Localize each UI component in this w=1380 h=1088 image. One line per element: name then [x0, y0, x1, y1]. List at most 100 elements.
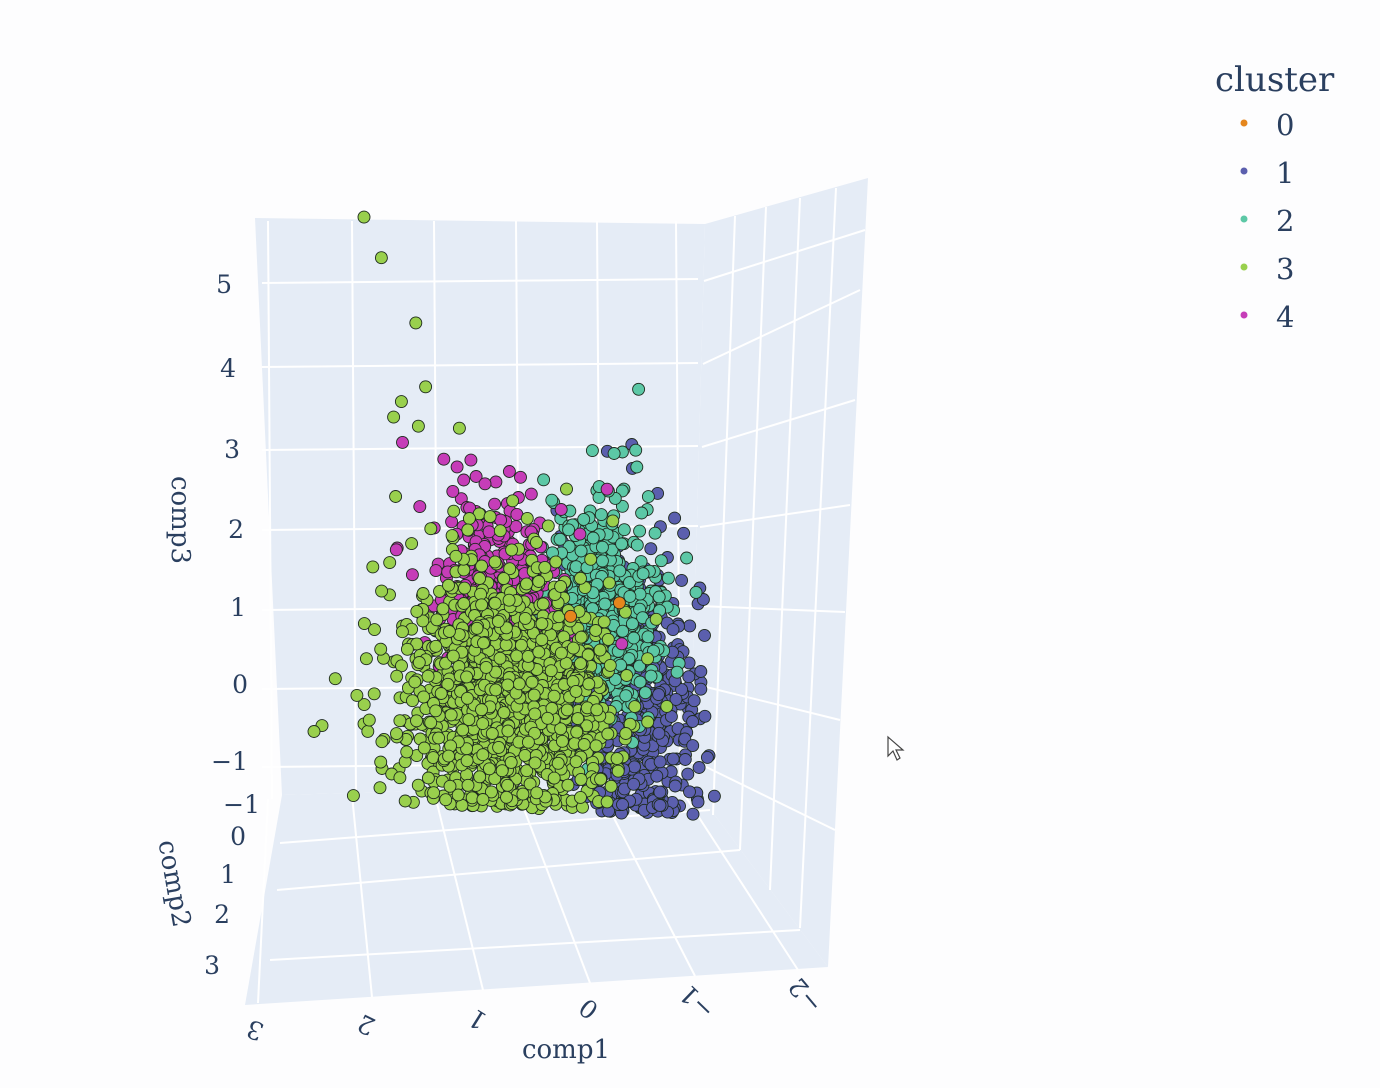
- data-point-cluster-3: [660, 699, 674, 713]
- data-point-cluster-3: [328, 672, 342, 686]
- data-point-cluster-1: [653, 798, 667, 812]
- data-point-cluster-3: [395, 625, 409, 639]
- data-point-cluster-1: [686, 807, 700, 821]
- grid-line: [699, 504, 851, 528]
- legend[interactable]: cluster 0 1 2 3 4: [1215, 60, 1335, 334]
- data-point-cluster-2: [636, 567, 650, 581]
- data-point-cluster-3: [359, 652, 373, 666]
- legend-marker: [1240, 263, 1248, 271]
- data-point-cluster-1: [692, 761, 706, 774]
- data-point-cluster-4: [488, 497, 502, 511]
- data-point-cluster-2: [689, 585, 703, 599]
- data-point-cluster-3: [502, 593, 516, 607]
- data-point-cluster-3: [528, 726, 542, 740]
- tick-label: −1: [674, 979, 721, 1025]
- data-point-cluster-1: [707, 789, 721, 803]
- data-point-cluster-3: [367, 687, 381, 701]
- data-point-cluster-3: [505, 543, 519, 557]
- data-point-cluster-3: [475, 559, 489, 573]
- data-point-cluster-3: [527, 688, 541, 702]
- data-point-cluster-3: [458, 581, 471, 595]
- data-point-cluster-3: [538, 560, 552, 574]
- data-point-cluster-3: [493, 651, 507, 665]
- data-point-cluster-3: [536, 597, 550, 611]
- data-point-cluster-1: [686, 739, 700, 753]
- data-point-cluster-3: [460, 754, 474, 768]
- data-point-cluster-2: [652, 590, 666, 604]
- data-point-cluster-3: [400, 642, 414, 656]
- data-point-cluster-2: [553, 532, 567, 546]
- data-point-cluster-4: [573, 527, 587, 541]
- data-point-cluster-4: [489, 475, 503, 489]
- data-point-cluster-0: [612, 596, 626, 610]
- data-point-cluster-3: [554, 646, 568, 660]
- legend-label: 1: [1276, 156, 1294, 190]
- data-point-cluster-3: [462, 512, 476, 525]
- data-point-cluster-3: [452, 421, 466, 435]
- data-point-cluster-3: [436, 602, 450, 616]
- data-point-cluster-3: [374, 755, 388, 769]
- tick-label: 3: [204, 951, 220, 980]
- data-point-cluster-2: [586, 531, 600, 545]
- data-point-cluster-1: [650, 769, 664, 783]
- data-point-cluster-2: [617, 523, 631, 537]
- data-point-cluster-2: [622, 652, 636, 666]
- data-point-cluster-3: [590, 703, 604, 717]
- data-point-cluster-3: [584, 552, 598, 566]
- data-point-cluster-3: [461, 523, 475, 537]
- grid-line: [697, 762, 836, 831]
- data-point-cluster-3: [421, 771, 435, 785]
- data-point-cluster-3: [451, 788, 465, 802]
- data-point-cluster-3: [383, 556, 397, 570]
- data-point-cluster-3: [571, 712, 585, 726]
- data-point-cluster-4: [457, 473, 471, 487]
- data-point-cluster-3: [549, 555, 563, 569]
- data-point-cluster-3: [424, 522, 438, 536]
- data-point-cluster-3: [641, 715, 655, 729]
- data-point-cluster-2: [648, 526, 662, 540]
- data-point-cluster-3: [427, 786, 441, 800]
- data-point-cluster-3: [390, 727, 403, 741]
- grid-line: [699, 605, 846, 613]
- data-point-cluster-4: [482, 525, 496, 539]
- data-point-cluster-1: [652, 726, 666, 740]
- data-point-cluster-1: [686, 715, 700, 728]
- grid-line: [279, 809, 711, 844]
- grid-line: [267, 220, 273, 800]
- data-point-cluster-3: [473, 770, 487, 784]
- legend-item-3[interactable]: 3: [1240, 252, 1295, 286]
- data-point-cluster-2: [635, 506, 649, 520]
- data-point-cluster-2: [615, 537, 629, 551]
- data-point-cluster-2: [545, 493, 559, 507]
- data-point-cluster-3: [474, 587, 488, 601]
- data-point-cluster-4: [469, 470, 483, 483]
- data-point-cluster-2: [654, 554, 668, 568]
- grid-line: [712, 215, 736, 816]
- data-point-cluster-2: [625, 617, 639, 631]
- data-point-cluster-4: [450, 460, 464, 474]
- data-point-cluster-1: [700, 750, 714, 764]
- data-point-cluster-3: [405, 537, 419, 551]
- grid-line: [769, 197, 801, 891]
- grid-line: [261, 362, 699, 368]
- data-point-cluster-3: [601, 632, 615, 646]
- data-point-cluster-3: [497, 572, 511, 586]
- data-point-cluster-1: [694, 665, 708, 678]
- data-point-cluster-3: [535, 633, 549, 647]
- data-point-cluster-1: [628, 760, 641, 774]
- legend-item-0[interactable]: 0: [1240, 108, 1295, 142]
- legend-item-2[interactable]: 2: [1240, 204, 1295, 238]
- data-point-cluster-3: [373, 781, 387, 795]
- data-point-cluster-3: [400, 745, 414, 759]
- data-point-cluster-4: [464, 453, 478, 467]
- data-point-cluster-1: [653, 785, 667, 799]
- data-point-cluster-3: [357, 698, 371, 712]
- data-point-cluster-3: [495, 764, 509, 778]
- legend-item-4[interactable]: 4: [1240, 300, 1295, 334]
- data-point-cluster-3: [429, 639, 443, 653]
- data-point-cluster-4: [413, 500, 427, 514]
- data-point-cluster-1: [682, 670, 696, 684]
- legend-item-1[interactable]: 1: [1240, 156, 1295, 190]
- grid-line: [702, 289, 861, 365]
